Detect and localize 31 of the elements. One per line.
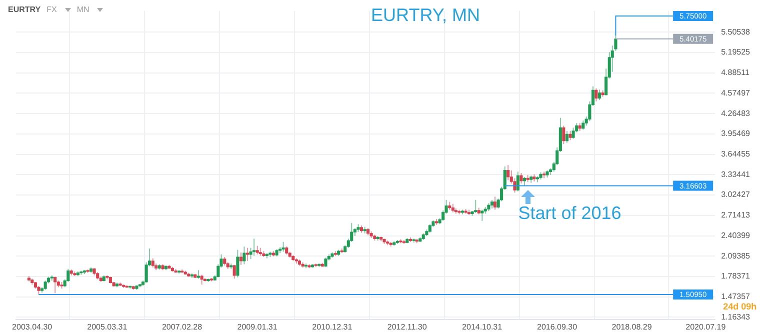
y-tick-label: 2.71413	[721, 210, 751, 220]
x-tick-label: 2007.02.28	[162, 322, 203, 332]
x-tick-label: 2012.11.30	[387, 322, 428, 332]
y-tick-label: 3.02427	[721, 190, 751, 200]
x-tick-label: 2003.04.30	[12, 322, 53, 332]
y-tick-label: 5.50538	[721, 27, 751, 36]
x-tick-label: 2020.07.19	[686, 322, 726, 332]
annotation: EURTRY	[8, 5, 41, 14]
y-tick-label: 1.78371	[721, 272, 751, 281]
y-tick-label: 1.16343	[721, 312, 751, 322]
x-tick-label: 2009.01.31	[237, 322, 278, 332]
y-tick-label: 2.40399	[721, 230, 751, 240]
y-tick-label: 2.09385	[721, 251, 751, 260]
y-tick-label: 3.95469	[721, 129, 751, 138]
x-tick-label: 2016.09.30	[536, 322, 578, 332]
x-tick-label: 2010.12.31	[312, 322, 353, 332]
y-tick-label: 5.19525	[721, 48, 751, 57]
chart-title: EURTRY, MN	[371, 4, 480, 25]
y-tick-label: 4.57497	[721, 88, 751, 98]
y-tick-label: 1.47357	[721, 292, 751, 302]
y-tick-label: 3.64455	[721, 150, 751, 158]
y-tick-label: 4.26483	[721, 108, 751, 118]
text: 24d 09h	[723, 302, 757, 312]
annotation: MN	[76, 5, 90, 14]
annotation: FX	[46, 5, 57, 14]
annotation: Start of 2016	[518, 203, 622, 224]
x-tick-label: 2005.03.31	[87, 322, 128, 332]
y-tick-label: 4.88511	[721, 68, 750, 78]
x-tick-label: 2014.10.31	[462, 322, 503, 332]
y-tick-label: 3.33441	[721, 170, 751, 179]
x-tick-label: 2018.08.29	[612, 322, 652, 332]
